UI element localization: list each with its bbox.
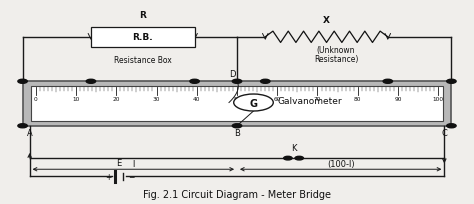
Text: (Unknown: (Unknown (317, 46, 355, 55)
Bar (23, 82, 451, 126)
Text: C: C (441, 128, 447, 137)
Text: 100: 100 (433, 97, 444, 102)
Circle shape (18, 80, 27, 84)
Circle shape (86, 80, 96, 84)
Circle shape (18, 124, 27, 128)
Text: G: G (249, 98, 257, 108)
Text: Resistance): Resistance) (314, 55, 358, 64)
Text: B: B (234, 128, 240, 137)
Text: Galvanometer: Galvanometer (278, 96, 343, 105)
Text: D: D (229, 70, 236, 79)
Circle shape (283, 156, 292, 160)
Circle shape (232, 124, 242, 128)
Text: E: E (117, 158, 122, 167)
Text: K: K (291, 144, 296, 153)
Text: 50: 50 (233, 97, 241, 102)
Circle shape (447, 80, 456, 84)
Circle shape (232, 80, 242, 84)
Text: (100-l): (100-l) (327, 159, 355, 168)
Text: Resistance Box: Resistance Box (114, 56, 172, 65)
Circle shape (383, 80, 392, 84)
Circle shape (261, 80, 270, 84)
Text: 0: 0 (34, 97, 37, 102)
Text: 90: 90 (394, 97, 402, 102)
Text: 60: 60 (273, 97, 281, 102)
Text: 20: 20 (112, 97, 120, 102)
Text: Fig. 2.1 Circuit Diagram - Meter Bridge: Fig. 2.1 Circuit Diagram - Meter Bridge (143, 189, 331, 198)
Text: l: l (132, 159, 135, 168)
Text: 40: 40 (193, 97, 201, 102)
Text: 80: 80 (354, 97, 362, 102)
Text: 70: 70 (314, 97, 321, 102)
Text: R: R (139, 11, 146, 20)
Text: +: + (106, 172, 112, 181)
Text: R.B.: R.B. (132, 33, 153, 42)
Bar (91, 28, 195, 48)
Text: X: X (323, 16, 330, 24)
Text: A: A (27, 128, 33, 137)
Text: 10: 10 (73, 97, 80, 102)
Text: −: − (128, 172, 134, 181)
Text: 30: 30 (153, 97, 160, 102)
Circle shape (447, 124, 456, 128)
Circle shape (234, 95, 273, 111)
Bar (31, 87, 443, 121)
Circle shape (190, 80, 199, 84)
Circle shape (295, 156, 303, 160)
